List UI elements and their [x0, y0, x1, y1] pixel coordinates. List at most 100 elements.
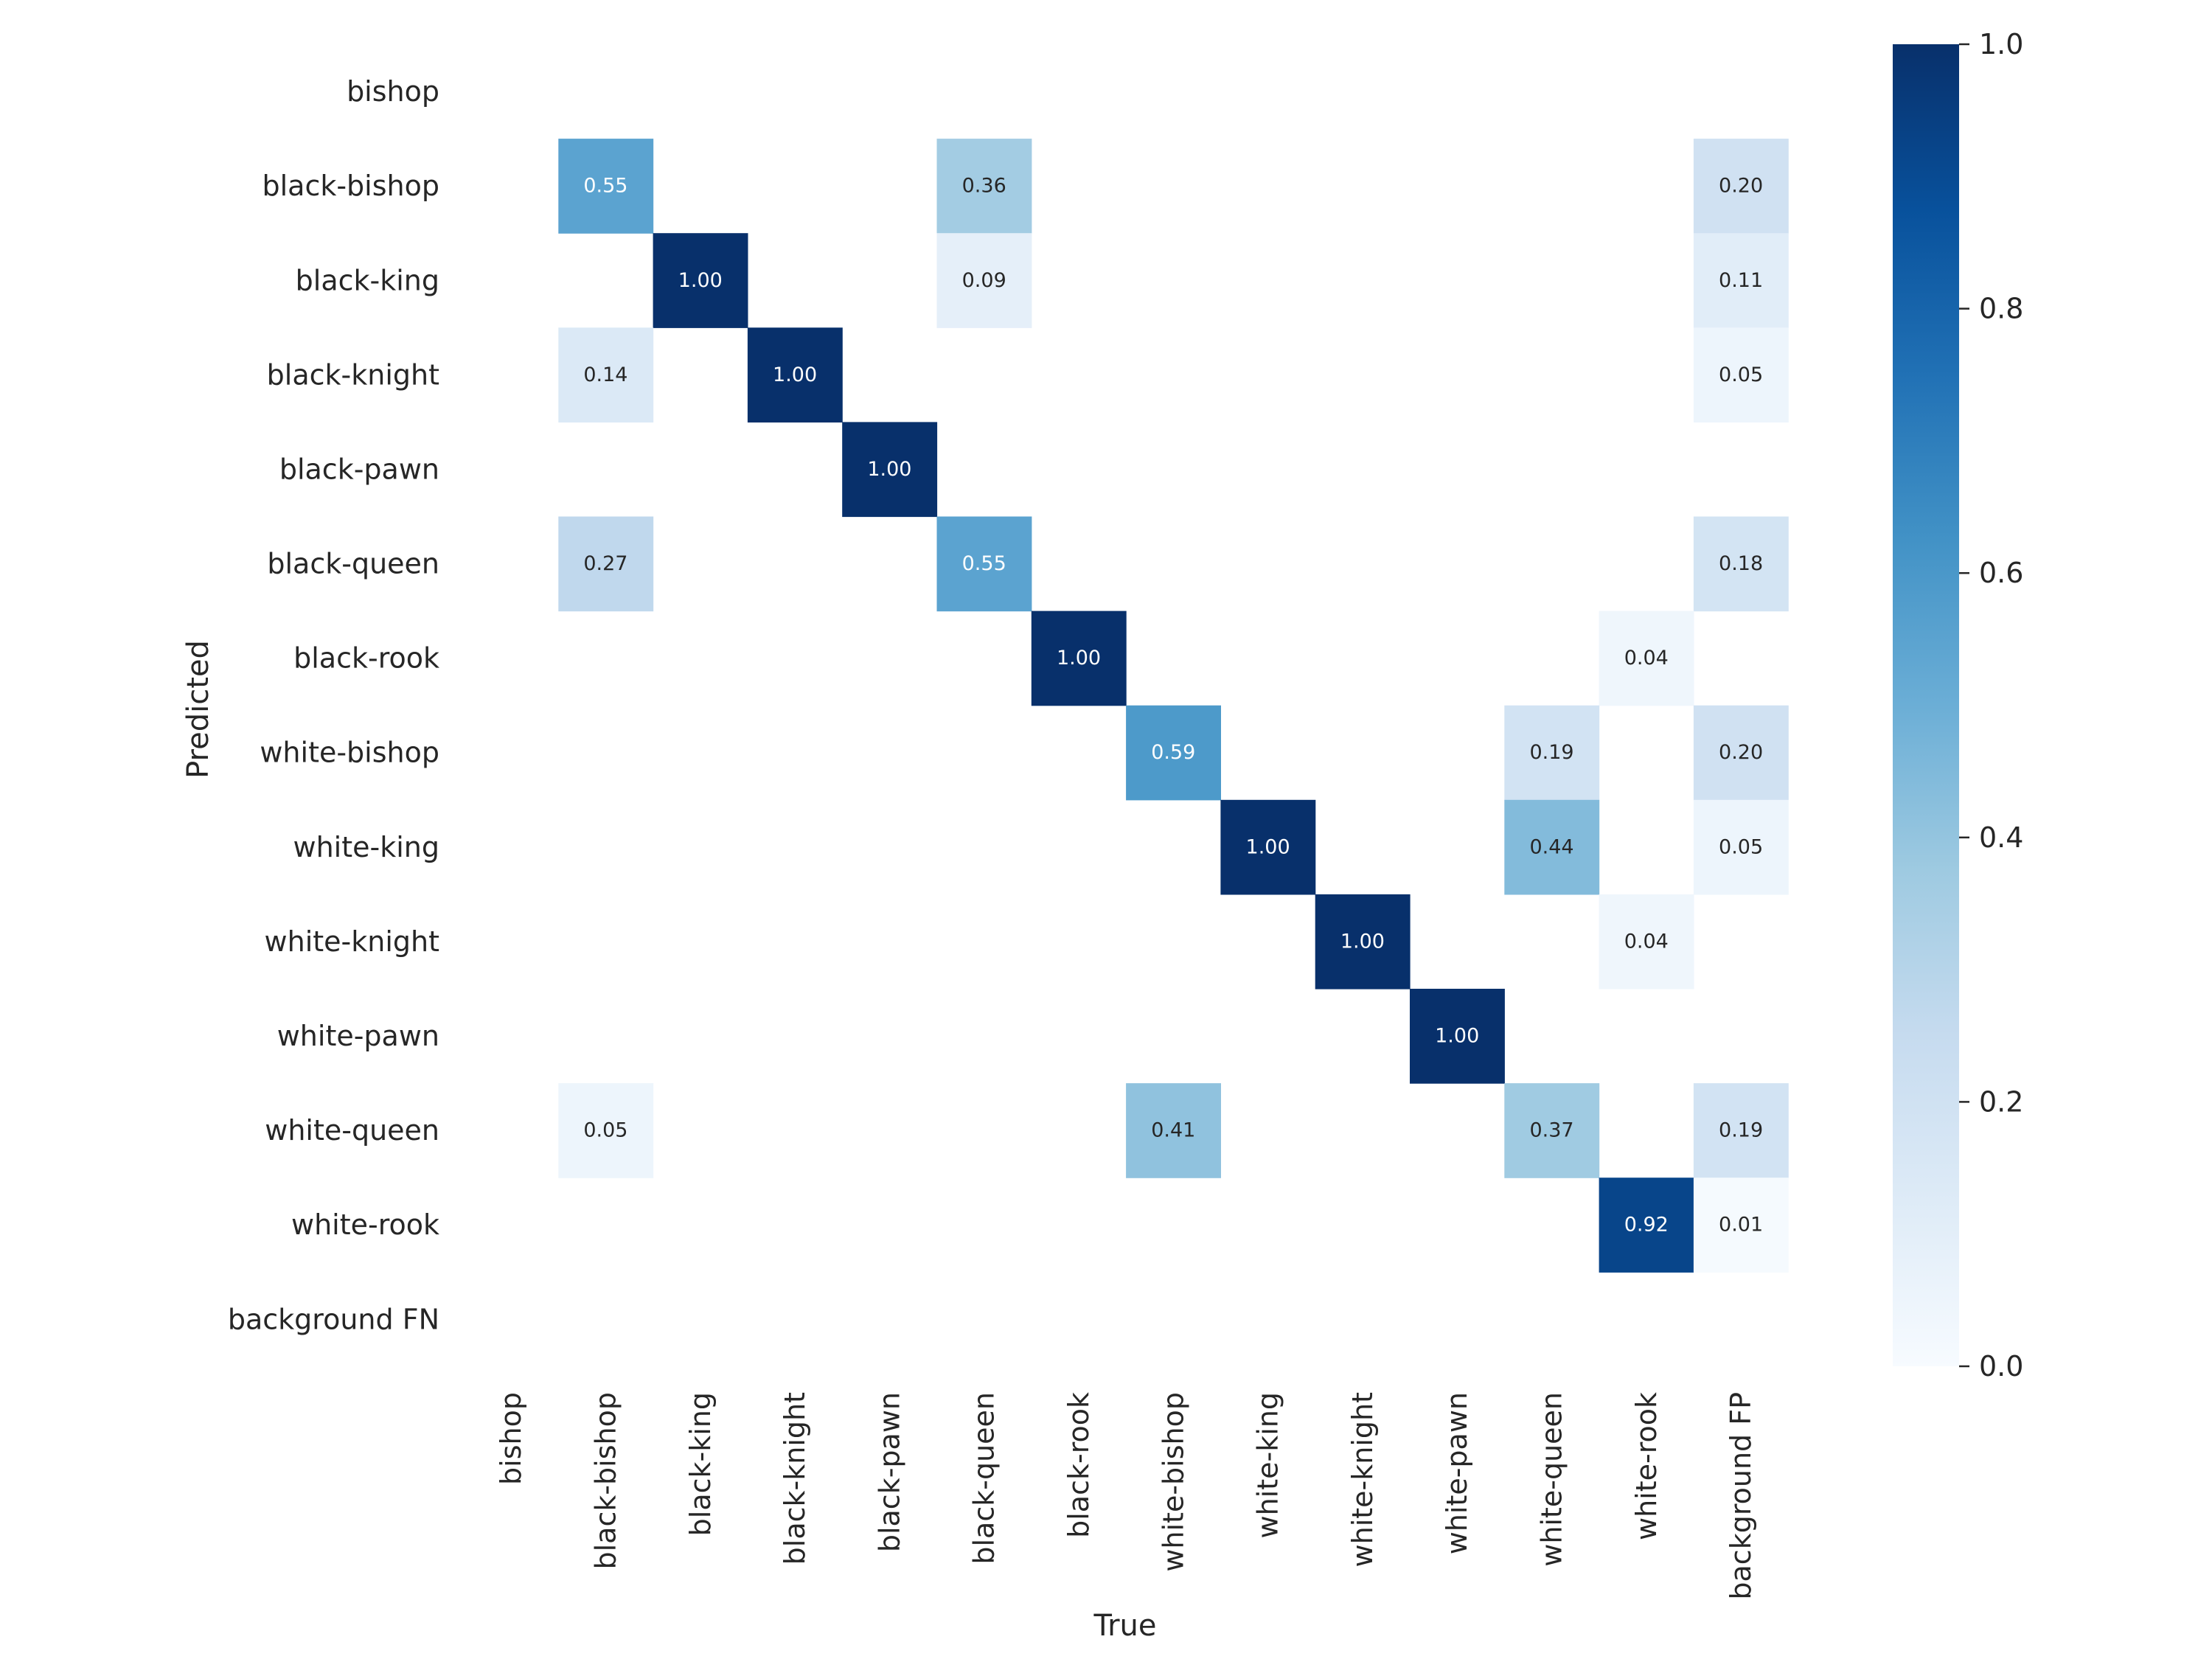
- cell-value-label: 0.27: [583, 552, 627, 575]
- cell-value-label: 0.19: [1719, 1119, 1763, 1142]
- cell-value-label: 0.14: [583, 364, 627, 386]
- y-axis-tick-labels: bishop black-bishop black-king black-knight…: [228, 75, 439, 1335]
- heatmap-cell-white-queen-white-bishop: [1126, 1083, 1221, 1178]
- cell-value-label: 0.18: [1719, 552, 1763, 575]
- cell-value-label: 0.55: [583, 175, 627, 198]
- cell-value-label: 0.20: [1719, 175, 1763, 198]
- y-tick-label-white-queen: white-queen: [265, 1114, 439, 1147]
- y-tick-label-bishop: bishop: [347, 75, 439, 108]
- y-tick-label-background-fn: background FN: [228, 1303, 439, 1335]
- y-tick-label-black-bishop: black-bishop: [262, 170, 439, 202]
- cell-value-label: 1.00: [1057, 647, 1101, 669]
- y-tick-label-black-knight: black-knight: [267, 358, 439, 391]
- heatmap-cell-black-king-black-queen: [936, 233, 1032, 328]
- colorbar-tick-label: 0.0: [1979, 1350, 2023, 1382]
- heatmap-cell-black-bishop-background-fp: [1693, 139, 1789, 234]
- heatmap-cells: [558, 139, 1789, 1273]
- heatmap-cell-white-king-background-fp: [1693, 799, 1789, 895]
- heatmap-cell-white-knight-white-rook: [1599, 894, 1694, 990]
- cell-value-label: 0.11: [1719, 269, 1763, 292]
- colorbar-tick-label: 0.4: [1979, 821, 2023, 854]
- heatmap-cell-white-bishop-background-fp: [1693, 705, 1789, 801]
- x-tick-label-white-pawn: white-pawn: [1441, 1392, 1473, 1554]
- colorbar-tick-label: 1.0: [1979, 28, 2023, 60]
- heatmap-cell-white-king-white-queen: [1504, 799, 1600, 895]
- y-tick-label-white-bishop: white-bishop: [260, 737, 439, 769]
- heatmap-cell-white-pawn-white-pawn: [1410, 989, 1505, 1084]
- heatmap-cell-black-bishop-black-bishop: [558, 139, 654, 234]
- heatmap-cell-white-rook-white-rook: [1599, 1178, 1694, 1273]
- y-tick-label-black-king: black-king: [296, 264, 439, 296]
- cell-value-label: 0.92: [1624, 1214, 1669, 1237]
- heatmap-cell-white-queen-black-bishop: [558, 1083, 654, 1178]
- cell-value-label: 1.00: [867, 458, 911, 481]
- y-tick-label-black-pawn: black-pawn: [279, 453, 439, 485]
- x-tick-label-black-king: black-king: [684, 1392, 717, 1536]
- y-tick-label-white-rook: white-rook: [291, 1208, 439, 1241]
- x-tick-label-black-bishop: black-bishop: [589, 1392, 622, 1570]
- cell-value-label: 0.44: [1529, 835, 1573, 858]
- cell-value-label: 0.04: [1624, 647, 1669, 669]
- cell-value-label: 0.05: [583, 1119, 627, 1142]
- heatmap-cell-black-king-black-king: [653, 233, 748, 328]
- heatmap-cell-white-bishop-white-bishop: [1126, 705, 1221, 801]
- y-axis-title: Predicted: [181, 640, 215, 779]
- cell-value-label: 0.19: [1529, 741, 1573, 764]
- cell-value-label: 0.20: [1719, 741, 1763, 764]
- cell-value-label: 0.09: [962, 269, 1006, 292]
- x-axis-title: True: [1093, 1609, 1157, 1643]
- y-tick-label-black-queen: black-queen: [267, 548, 439, 580]
- y-tick-label-white-pawn: white-pawn: [277, 1020, 439, 1052]
- cell-value-label: 0.04: [1624, 930, 1669, 953]
- cell-value-label: 1.00: [678, 269, 723, 292]
- y-tick-label-white-king: white-king: [293, 831, 439, 863]
- x-tick-label-black-pawn: black-pawn: [873, 1392, 905, 1552]
- x-tick-label-black-knight: black-knight: [779, 1392, 811, 1565]
- heatmap-cell-black-rook-white-rook: [1599, 611, 1694, 706]
- cell-value-label: 0.59: [1151, 741, 1195, 764]
- x-tick-label-white-rook: white-rook: [1630, 1392, 1663, 1540]
- heatmap-cell-white-king-white-king: [1220, 799, 1316, 895]
- heatmap-cell-white-bishop-white-queen: [1504, 705, 1600, 801]
- x-tick-label-white-knight: white-knight: [1346, 1392, 1379, 1567]
- heatmap-cell-black-queen-black-queen: [936, 516, 1032, 612]
- colorbar-tick-label: 0.8: [1979, 293, 2023, 325]
- x-tick-label-bishop: bishop: [495, 1392, 527, 1485]
- x-tick-label-background-fp: background FP: [1725, 1392, 1757, 1600]
- y-tick-label-white-knight: white-knight: [265, 925, 439, 958]
- heatmap-cell-black-king-background-fp: [1693, 233, 1789, 328]
- heatmap-cell-black-bishop-black-queen: [936, 139, 1032, 234]
- cell-value-label: 0.05: [1719, 835, 1763, 858]
- x-tick-label-white-bishop: white-bishop: [1157, 1392, 1189, 1572]
- y-tick-label-black-rook: black-rook: [293, 642, 439, 675]
- cell-value-label: 1.00: [1340, 930, 1385, 953]
- heatmap-cell-black-queen-black-bishop: [558, 516, 654, 612]
- cell-value-label: 0.05: [1719, 364, 1763, 386]
- x-tick-label-black-queen: black-queen: [968, 1392, 1001, 1565]
- cell-value-label: 1.00: [1246, 835, 1290, 858]
- cell-value-label: 0.55: [962, 552, 1006, 575]
- colorbar-ticks: 0.0 0.2 0.4 0.6 0.8 1.0: [1959, 28, 2023, 1382]
- heatmap-cell-black-knight-background-fp: [1693, 327, 1789, 422]
- cell-value-label: 0.37: [1529, 1119, 1573, 1142]
- cell-value-label: 1.00: [1435, 1025, 1479, 1048]
- x-tick-label-white-queen: white-queen: [1536, 1392, 1568, 1567]
- cell-value-label: 1.00: [773, 364, 817, 386]
- x-tick-label-black-rook: black-rook: [1062, 1392, 1095, 1538]
- heatmap-cell-labels: 0.55 0.36 0.20 1.00 0.09 0.11 0.14 1.00 0.05 1.00…: [583, 175, 1763, 1237]
- colorbar-tick-label: 0.2: [1979, 1085, 2023, 1118]
- heatmap-cell-white-queen-white-queen: [1504, 1083, 1600, 1178]
- heatmap-cell-black-rook-black-rook: [1031, 611, 1127, 706]
- colorbar-tick-label: 0.6: [1979, 557, 2023, 589]
- x-tick-label-white-king: white-king: [1252, 1392, 1284, 1538]
- colorbar: [1893, 44, 1959, 1366]
- cell-value-label: 0.41: [1151, 1119, 1195, 1142]
- heatmap-cell-black-pawn-black-pawn: [842, 422, 938, 518]
- heatmap-cell-white-knight-white-knight: [1315, 894, 1411, 990]
- x-axis-tick-labels: bishop black-bishop black-king black-knight…: [495, 1392, 1757, 1600]
- heatmap-cell-black-knight-black-bishop: [558, 327, 654, 422]
- heatmap-cell-black-queen-background-fp: [1693, 516, 1789, 612]
- cell-value-label: 0.36: [962, 175, 1006, 198]
